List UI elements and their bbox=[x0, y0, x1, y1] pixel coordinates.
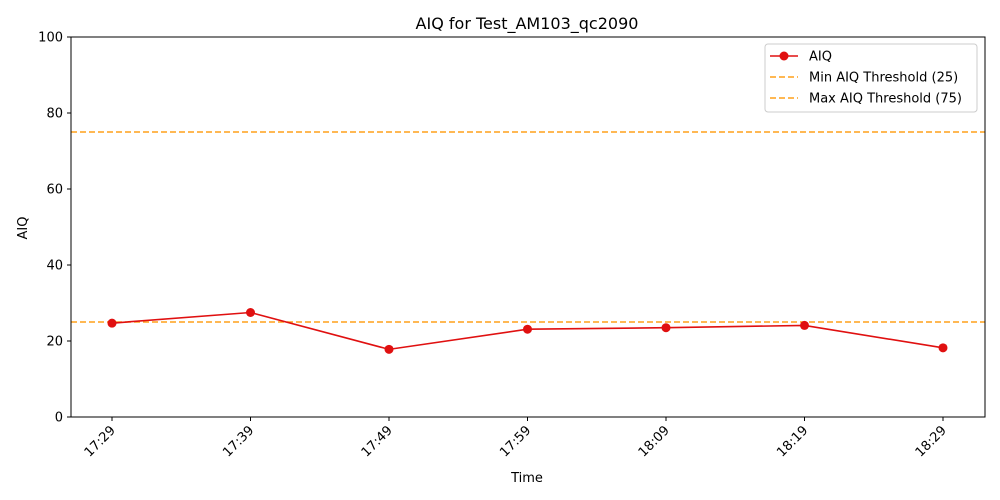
x-tick-label: 17:39 bbox=[220, 423, 257, 460]
legend-label: AIQ bbox=[809, 50, 832, 65]
x-tick-label: 18:19 bbox=[774, 423, 811, 460]
x-tick-label: 17:29 bbox=[82, 423, 119, 460]
legend-label: Max AIQ Threshold (75) bbox=[809, 92, 962, 107]
legend-label: Min AIQ Threshold (25) bbox=[809, 71, 958, 86]
data-point bbox=[938, 343, 948, 353]
y-tick-label: 0 bbox=[55, 411, 63, 426]
y-tick-label: 60 bbox=[46, 183, 63, 198]
y-tick-label: 80 bbox=[46, 107, 63, 122]
x-tick-label: 17:59 bbox=[497, 423, 534, 460]
data-point bbox=[107, 318, 117, 328]
data-point bbox=[523, 324, 532, 334]
data-point bbox=[384, 344, 394, 354]
data-point bbox=[800, 320, 809, 330]
chart-title: AIQ for Test_AM103_qc2090 bbox=[416, 14, 639, 34]
y-tick-label: 20 bbox=[46, 335, 63, 350]
x-tick-label: 17:49 bbox=[359, 423, 396, 460]
legend-marker bbox=[779, 51, 789, 61]
y-tick-label: 40 bbox=[46, 259, 63, 274]
legend-box bbox=[764, 43, 978, 113]
y-tick-label: 100 bbox=[38, 31, 63, 46]
y-axis-label: AIQ bbox=[16, 217, 31, 240]
legend: AIQ Min AIQ Threshold (25) Max AIQ Thresho… bbox=[764, 43, 978, 113]
x-tick-label: 18:09 bbox=[636, 423, 673, 460]
x-axis-label: Time bbox=[510, 471, 543, 486]
data-point bbox=[246, 308, 255, 317]
data-point bbox=[661, 323, 671, 333]
x-tick-label: 18:29 bbox=[913, 423, 950, 460]
